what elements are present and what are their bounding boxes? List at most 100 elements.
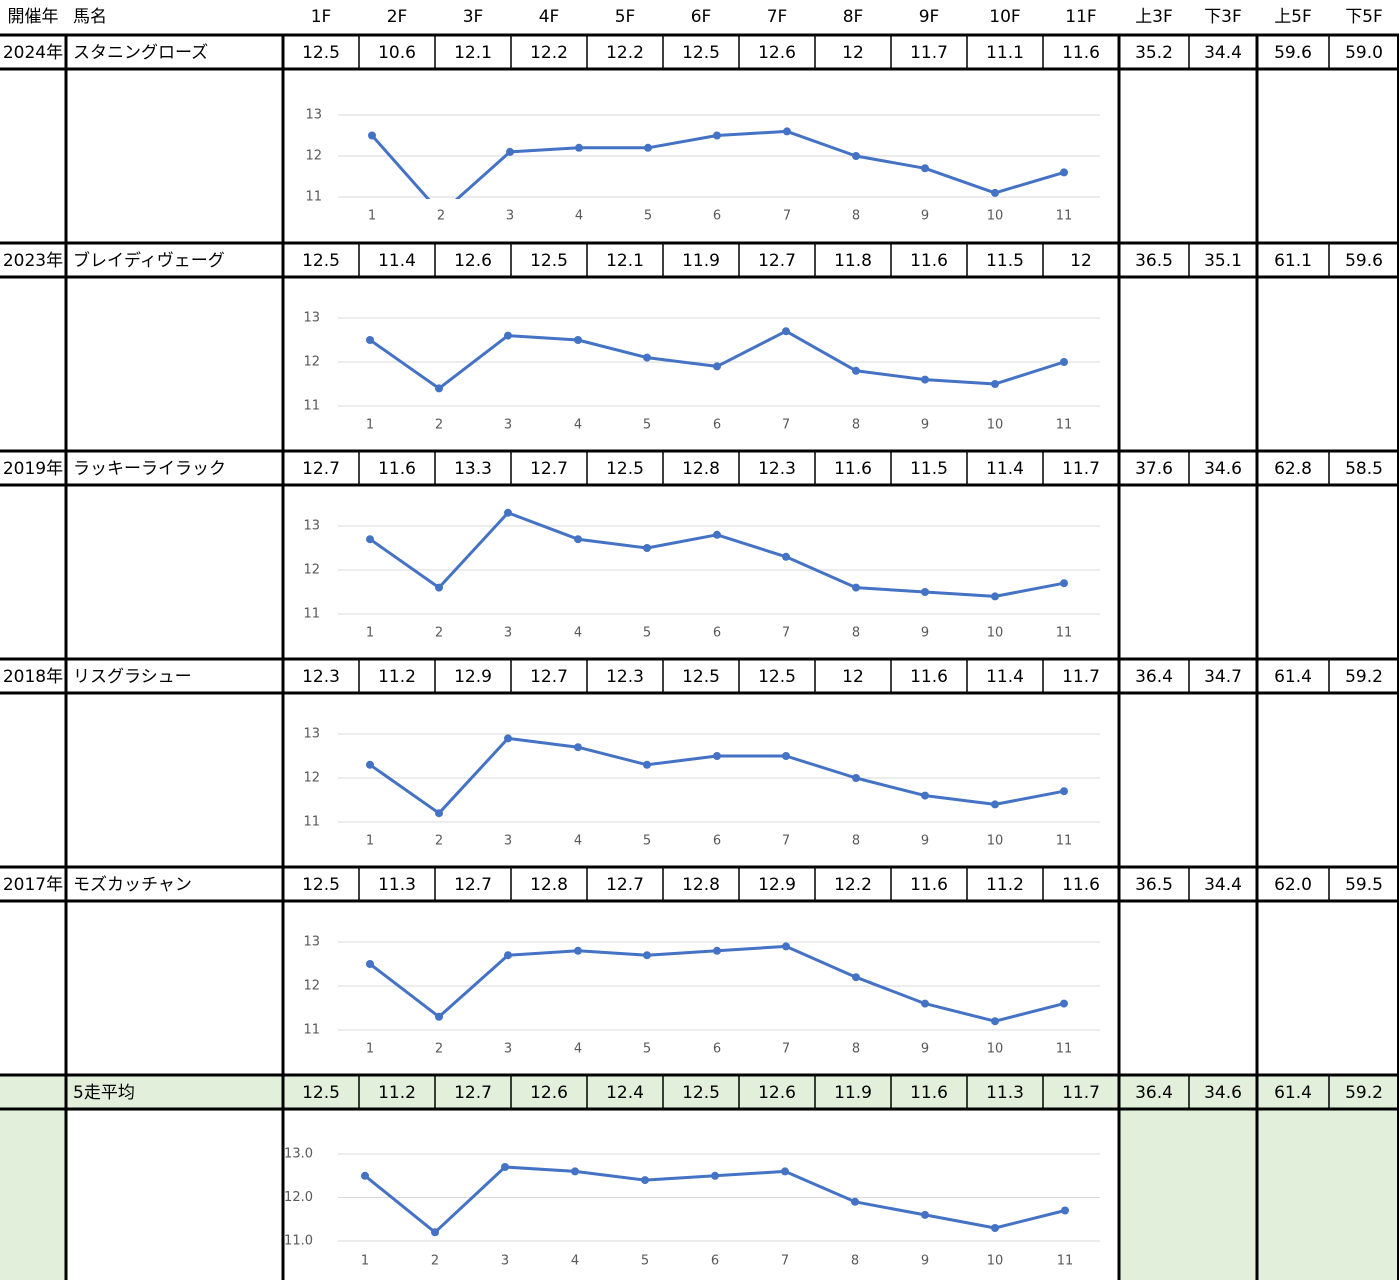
chart-point: [991, 380, 999, 388]
row-lap-value: 11.9: [834, 1083, 872, 1103]
row-lap-value: 12.9: [454, 667, 492, 687]
header-lap: 3F: [463, 7, 484, 27]
row-first3f: 36.4: [1135, 667, 1173, 687]
chart-x-tick-label: 11: [1056, 418, 1073, 433]
chart-point: [713, 362, 721, 371]
chart-x-tick-label: 1: [366, 626, 374, 641]
row-year: 2018年: [3, 667, 63, 687]
chart-x-tick-label: 5: [643, 418, 651, 433]
chart-x-tick-label: 5: [643, 626, 651, 641]
chart-point: [713, 946, 721, 955]
header-lap: 4F: [539, 7, 560, 27]
chart-x-tick-label: 11: [1057, 1254, 1074, 1269]
row-lap-value: 11.2: [986, 875, 1024, 895]
chart-point: [643, 760, 651, 769]
row-lap-value: 12.2: [834, 875, 872, 895]
row-lap-value: 12: [842, 43, 864, 63]
chart-point: [852, 583, 860, 592]
header-lap: 11F: [1065, 7, 1096, 27]
row-lap-value: 12.2: [606, 43, 644, 63]
chart-point: [852, 973, 860, 982]
chart-x-tick-label: 9: [921, 1254, 929, 1269]
chart-point: [711, 1171, 719, 1180]
chart-point: [1060, 358, 1068, 366]
chart-x-tick-label: 2: [435, 834, 443, 849]
chart-x-tick-label: 9: [921, 1042, 929, 1057]
average-chart-bg: [283, 1111, 1119, 1280]
row-lap-value: 12.4: [606, 1083, 644, 1103]
chart-point: [851, 1197, 859, 1206]
chart-y-tick-label: 12: [303, 771, 320, 786]
chart-x-tick-label: 7: [782, 1042, 790, 1057]
chart-x-tick-label: 7: [781, 1254, 789, 1269]
chart-x-tick-label: 3: [504, 418, 512, 433]
chart-x-tick-label: 6: [713, 209, 721, 224]
chart-point: [431, 1228, 439, 1237]
chart-x-tick-label: 6: [713, 418, 721, 433]
header-last3f: 下3F: [1204, 7, 1242, 27]
chart-y-tick-label: 12: [303, 355, 320, 370]
chart-x-tick-label: 1: [366, 418, 374, 433]
chart-y-tick-label: 11: [303, 1023, 320, 1038]
row-lap-value: 10.6: [378, 43, 416, 63]
chart-x-tick-label: 7: [783, 209, 791, 224]
row-first5f: 61.4: [1274, 1083, 1312, 1103]
chart-point: [991, 188, 999, 197]
chart-series-line: [369, 329, 1065, 390]
row-lap-value: 12: [1070, 251, 1092, 271]
chart-x-tick-label: 2: [435, 1042, 443, 1057]
row-lap-value: 12.5: [302, 1083, 340, 1103]
row-lap-value: 12.1: [606, 251, 644, 271]
chart-x-tick-label: 8: [852, 834, 860, 849]
chart-x-tick-label: 9: [921, 209, 929, 224]
row-lap-value: 11.9: [682, 251, 720, 271]
header-year: 開催年: [8, 7, 59, 27]
row-first3f: 35.2: [1135, 43, 1173, 63]
chart-x-tick-label: 6: [713, 626, 721, 641]
row-last3f: 34.6: [1204, 1083, 1242, 1103]
row-year: 2017年: [3, 875, 63, 895]
chart-point: [571, 1167, 579, 1176]
row-lap-value: 11.6: [910, 667, 948, 687]
chart-x-tick-label: 10: [987, 1042, 1004, 1057]
chart-x-tick-label: 5: [643, 834, 651, 849]
chart-x-tick-label: 4: [575, 209, 583, 224]
chart-x-tick-label: 1: [366, 1042, 374, 1057]
row-year: 2024年: [3, 43, 63, 63]
chart-point: [368, 131, 376, 140]
row-lap-value: 12.8: [682, 875, 720, 895]
chart-x-tick-label: 7: [782, 418, 790, 433]
row-lap-value: 11.6: [910, 875, 948, 895]
row-horse: スタニングローズ: [73, 43, 208, 63]
row-first5f: 61.4: [1274, 667, 1312, 687]
row-lap-value: 12.5: [530, 251, 568, 271]
row-last3f: 34.4: [1204, 43, 1242, 63]
row-lap-value: 11.6: [834, 459, 872, 479]
chart-point: [713, 752, 721, 760]
row-lap-value: 11.8: [834, 251, 872, 271]
chart-point: [574, 535, 582, 544]
chart-series-line: [370, 129, 1065, 199]
header-lap: 6F: [691, 7, 712, 27]
chart-point: [1060, 168, 1068, 177]
chart-x-tick-label: 8: [851, 1254, 859, 1269]
chart-y-tick-label: 12: [303, 563, 320, 578]
row-horse: ブレイディヴェーグ: [73, 250, 225, 271]
chart-point: [506, 147, 514, 156]
chart-point: [574, 946, 582, 955]
row-first3f: 37.6: [1135, 459, 1173, 479]
row-lap-value: 11.2: [378, 667, 416, 687]
row-lap-value: 12.3: [758, 459, 796, 479]
chart-series-line: [369, 736, 1065, 815]
chart-y-tick-label: 13.0: [284, 1147, 313, 1162]
chart-x-tick-label: 3: [504, 1042, 512, 1057]
row-lap-value: 12.6: [758, 43, 796, 63]
chart-point: [921, 791, 929, 800]
header-horse: 馬名: [73, 7, 107, 27]
chart-x-tick-label: 10: [987, 209, 1004, 224]
row-lap-value: 12.8: [530, 875, 568, 895]
header-first3f: 上3F: [1135, 7, 1173, 27]
row-lap-value: 12.5: [682, 667, 720, 687]
chart-x-tick-label: 8: [852, 626, 860, 641]
